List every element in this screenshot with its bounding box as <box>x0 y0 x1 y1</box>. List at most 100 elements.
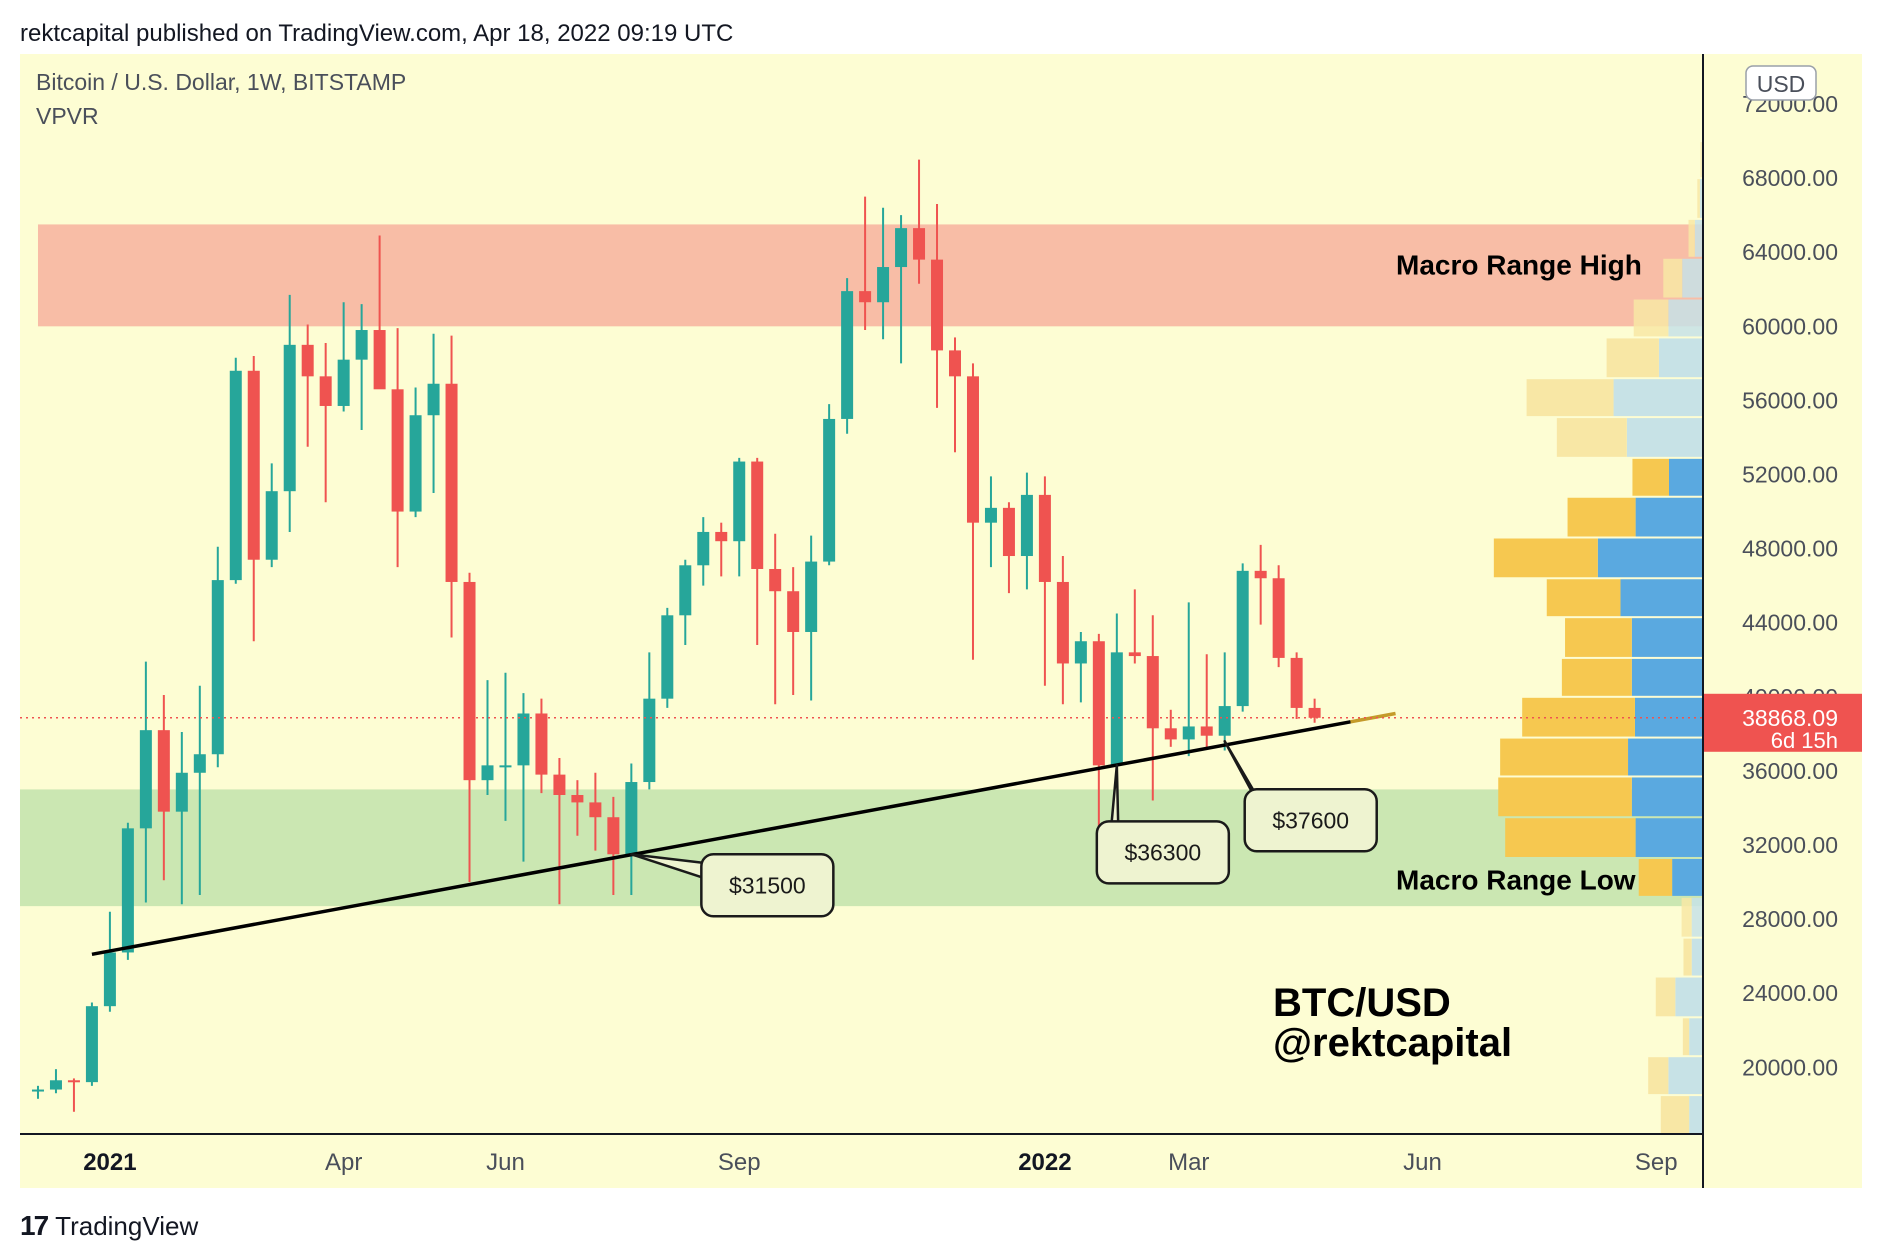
candle-body-down[interactable] <box>301 344 314 377</box>
price-callout[interactable]: $36300 <box>1095 764 1231 885</box>
candle-body-up[interactable] <box>499 765 512 768</box>
watermark-symbol: BTC/USD <box>1273 981 1451 1025</box>
candle-body-down[interactable] <box>553 774 566 795</box>
candle-body-up[interactable] <box>1020 494 1033 557</box>
chart-container[interactable]: $31500 $36300 $37600 Macro Range High Macro… <box>20 54 1862 1188</box>
candle-body-down[interactable] <box>1038 494 1051 582</box>
candle-body-up[interactable] <box>121 828 134 953</box>
time-axis-tick: Mar <box>1168 1149 1209 1176</box>
candle-body-up[interactable] <box>1182 726 1195 740</box>
candle-body-up[interactable] <box>193 754 206 773</box>
candle-body-up[interactable] <box>1236 570 1249 707</box>
volume-profile-up-bar <box>1620 579 1703 617</box>
candle-body-up[interactable] <box>679 565 692 616</box>
volume-profile-up-bar <box>1689 1018 1703 1056</box>
candle-body-up[interactable] <box>841 291 854 419</box>
candle-body-up[interactable] <box>409 415 422 512</box>
candle-body-down[interactable] <box>373 330 386 390</box>
candle-body-down[interactable] <box>157 730 170 812</box>
price-callout[interactable]: $31500 <box>630 853 835 918</box>
candle-body-up[interactable] <box>85 1006 98 1083</box>
candle-body-up[interactable] <box>31 1089 44 1092</box>
candle-body-down[interactable] <box>751 461 764 569</box>
footer-brand[interactable]: 17 TradingView <box>20 1210 198 1242</box>
time-axis-tick: 2022 <box>1018 1149 1071 1176</box>
candle-body-up[interactable] <box>229 370 242 581</box>
candle-body-down[interactable] <box>1146 656 1159 729</box>
candle-body-down[interactable] <box>1200 726 1213 736</box>
candle-body-up[interactable] <box>337 359 350 406</box>
candle-body-down[interactable] <box>463 581 476 781</box>
candle-body-down[interactable] <box>319 376 332 406</box>
candle-body-up[interactable] <box>517 713 530 766</box>
tradingview-logo-icon: 17 <box>20 1210 49 1241</box>
candle-body-down[interactable] <box>1272 578 1285 658</box>
callout-label: $31500 <box>729 872 806 898</box>
candle-body-down[interactable] <box>1128 652 1141 657</box>
candle-body-up[interactable] <box>139 730 152 829</box>
candle-body-down[interactable] <box>1308 707 1321 718</box>
candle-body-down[interactable] <box>1164 728 1177 740</box>
volume-profile-down-bar <box>1565 618 1632 657</box>
candle-body-up[interactable] <box>643 698 656 783</box>
currency-button[interactable] <box>1745 65 1817 101</box>
candle-body-down[interactable] <box>445 383 458 582</box>
volume-profile-down-bar <box>1663 258 1683 298</box>
candle-body-up[interactable] <box>283 344 296 492</box>
volume-profile-down-bar <box>1500 738 1629 776</box>
candle-body-down[interactable] <box>769 568 782 592</box>
publish-info: rektcapital published on TradingView.com… <box>20 20 734 47</box>
volume-profile-up-bar <box>1635 818 1703 857</box>
candle-body-up[interactable] <box>211 580 224 755</box>
candle-body-up[interactable] <box>625 782 638 855</box>
candle-body-up[interactable] <box>427 383 440 416</box>
candle-body-down[interactable] <box>571 794 584 803</box>
volume-profile-up-bar <box>1631 777 1703 817</box>
candle-body-up[interactable] <box>661 615 674 699</box>
candle-body-down[interactable] <box>715 531 728 542</box>
candle-body-up[interactable] <box>733 461 746 542</box>
volume-profile-down-bar <box>1681 897 1692 937</box>
volume-profile-up-bar <box>1628 738 1703 776</box>
callout-box <box>1243 788 1378 853</box>
volume-profile-up-bar <box>1626 418 1703 457</box>
candle-body-up[interactable] <box>175 772 188 812</box>
candle-body-down[interactable] <box>1254 570 1267 579</box>
candle-body-down[interactable] <box>67 1080 80 1083</box>
candle-body-down[interactable] <box>607 817 620 855</box>
candle-body-down[interactable] <box>589 802 602 818</box>
candle-body-up[interactable] <box>697 531 710 566</box>
candle-body-down[interactable] <box>787 591 800 632</box>
candle-body-down[interactable] <box>247 370 260 560</box>
candle-body-up[interactable] <box>1074 641 1087 664</box>
candle-body-down[interactable] <box>859 291 872 303</box>
price-axis-tick: 68000.00 <box>1742 165 1838 191</box>
candle-body-up[interactable] <box>265 491 278 560</box>
candle-body-up[interactable] <box>1218 706 1231 736</box>
candle-body-down[interactable] <box>535 713 548 775</box>
price-callout[interactable]: $37600 <box>1223 740 1378 853</box>
candle-body-up[interactable] <box>481 765 494 781</box>
candle-body-up[interactable] <box>355 330 368 360</box>
candle-body-down[interactable] <box>966 376 979 523</box>
support-trendline[interactable] <box>91 720 1351 957</box>
candle-body-up[interactable] <box>895 228 908 268</box>
candle-body-down[interactable] <box>949 350 961 377</box>
candle-body-down[interactable] <box>391 389 404 512</box>
candle-body-down[interactable] <box>1290 657 1303 708</box>
candle-body-up[interactable] <box>984 507 997 523</box>
candle-body-up[interactable] <box>805 561 818 632</box>
candle-body-down[interactable] <box>913 228 926 260</box>
candle-body-down[interactable] <box>1002 507 1015 557</box>
candle-body-up[interactable] <box>823 418 836 562</box>
volume-profile-up-bar <box>1631 618 1703 657</box>
candle-body-down[interactable] <box>1092 641 1105 766</box>
candle-body-down[interactable] <box>1056 581 1069 664</box>
volume-profile-up-bar <box>1672 858 1703 896</box>
candle-body-up[interactable] <box>1110 652 1123 766</box>
candle-body-up[interactable] <box>49 1080 62 1090</box>
price-chart[interactable]: $31500 $36300 $37600 Macro Range High Macro… <box>20 54 1862 1188</box>
candle-body-down[interactable] <box>931 259 944 351</box>
candle-body-up[interactable] <box>877 267 890 303</box>
candle-body-up[interactable] <box>103 952 116 1007</box>
